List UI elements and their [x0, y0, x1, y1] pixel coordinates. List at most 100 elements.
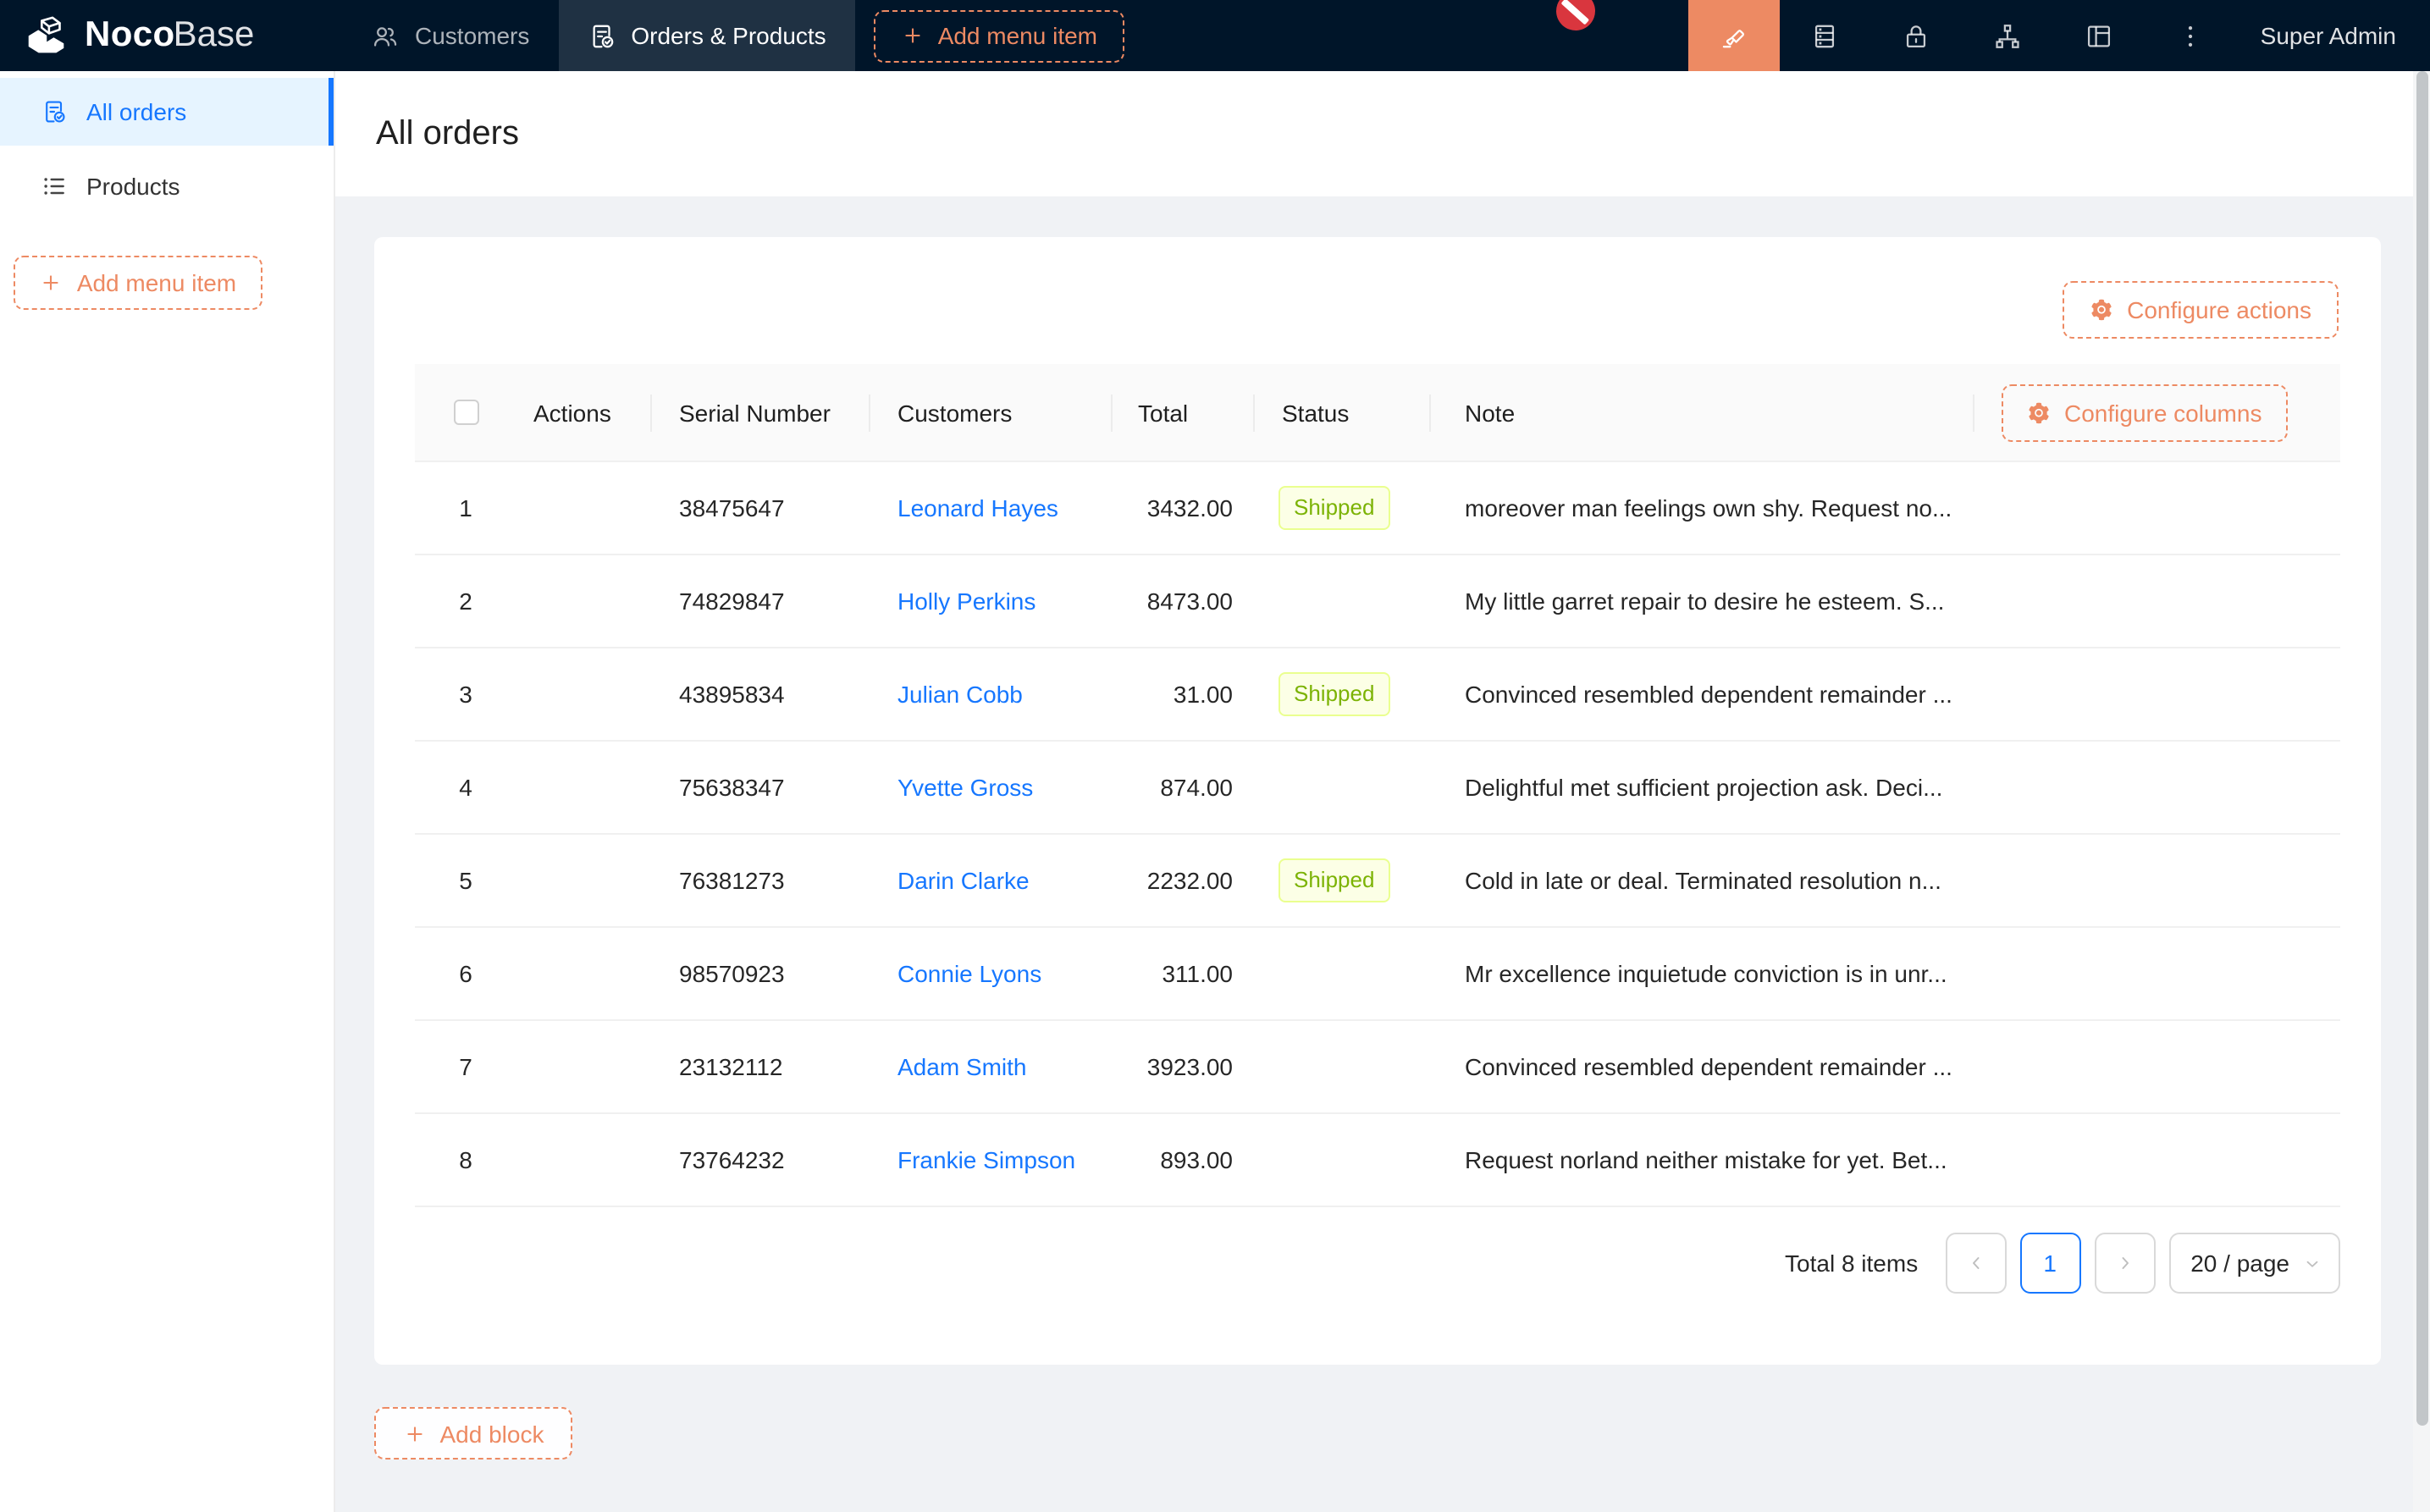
nav-tab-orders-products[interactable]: Orders & Products — [558, 0, 855, 71]
customer-link[interactable]: Connie Lyons — [897, 960, 1042, 987]
row-index-cell[interactable]: 4 — [459, 774, 472, 801]
more-icon[interactable] — [2146, 0, 2237, 71]
serial-number-cell: 98570923 — [679, 960, 785, 987]
table-body: 1 38475647 Leonard Hayes 3432.00 Shipped… — [415, 462, 2340, 1207]
row-index-cell[interactable]: 2 — [459, 588, 472, 615]
database-icon[interactable] — [1780, 0, 1871, 71]
file-done-icon — [41, 98, 68, 125]
row-index-cell[interactable]: 3 — [459, 681, 472, 708]
brand-logo[interactable]: Noco Base — [0, 0, 342, 71]
status-cell: Shipped — [1255, 462, 1431, 554]
row-actions-cell — [516, 1021, 652, 1112]
lock-icon[interactable] — [1871, 0, 1963, 71]
customer-link[interactable]: Darin Clarke — [897, 867, 1030, 894]
table-row: 7 23132112 Adam Smith 3923.00 Convinced … — [415, 1021, 2340, 1114]
user-menu[interactable]: Super Admin — [2260, 22, 2396, 49]
pagination-prev-button[interactable] — [1945, 1233, 2007, 1294]
sidebar-item-label: All orders — [86, 98, 187, 125]
row-trailing-cell — [1974, 1021, 2340, 1112]
ui-editor-highlighter-icon[interactable] — [1687, 0, 1780, 71]
serial-number-cell: 43895834 — [679, 681, 785, 708]
total-cell: 893.00 — [1160, 1146, 1233, 1173]
status-cell — [1255, 555, 1431, 647]
total-cell: 31.00 — [1173, 681, 1233, 708]
table-row: 5 76381273 Darin Clarke 2232.00 Shipped … — [415, 835, 2340, 928]
gear-icon — [2090, 298, 2113, 322]
column-header-note: Note — [1431, 364, 1974, 461]
table-header-row: Actions Serial Number Customers Total St… — [415, 364, 2340, 462]
table-row: 3 43895834 Julian Cobb 31.00 Shipped Con… — [415, 648, 2340, 742]
customer-cell: Frankie Simpson — [870, 1114, 1113, 1206]
total-cell: 8473.00 — [1146, 588, 1233, 615]
pagination-page-1[interactable]: 1 — [2019, 1233, 2081, 1294]
select-all-checkbox[interactable] — [453, 400, 478, 425]
table-row: 4 75638347 Yvette Gross 874.00 Delightfu… — [415, 742, 2340, 835]
serial-number-cell: 73764232 — [679, 1146, 785, 1173]
status-badge: Shipped — [1279, 858, 1390, 902]
nav-tab-label: Customers — [415, 22, 530, 49]
row-index-cell[interactable]: 8 — [459, 1146, 472, 1173]
total-cell: 874.00 — [1160, 774, 1233, 801]
team-icon — [371, 21, 400, 50]
orders-table: Actions Serial Number Customers Total St… — [415, 364, 2340, 1207]
status-badge: Shipped — [1279, 672, 1390, 716]
serial-number-cell: 23132112 — [679, 1053, 783, 1080]
scrollbar — [2413, 71, 2430, 1512]
row-trailing-cell — [1974, 462, 2340, 554]
select-all-cell — [415, 364, 516, 461]
sidebar-item-products[interactable]: Products — [0, 152, 334, 220]
table-row: 1 38475647 Leonard Hayes 3432.00 Shipped… — [415, 462, 2340, 555]
plus-icon — [40, 271, 64, 295]
configure-columns-cell: Configure columns — [1974, 364, 2340, 461]
total-cell: 2232.00 — [1146, 867, 1233, 894]
customer-link[interactable]: Julian Cobb — [897, 681, 1023, 708]
list-icon — [41, 173, 68, 200]
row-trailing-cell — [1974, 928, 2340, 1019]
customer-link[interactable]: Yvette Gross — [897, 774, 1034, 801]
customer-cell: Leonard Hayes — [870, 462, 1113, 554]
page-size-select[interactable]: 20 / page — [2168, 1233, 2340, 1294]
row-index-cell[interactable]: 7 — [459, 1053, 472, 1080]
scrollbar-thumb[interactable] — [2416, 71, 2427, 1426]
serial-number-cell: 76381273 — [679, 867, 785, 894]
row-trailing-cell — [1974, 648, 2340, 740]
add-block-button[interactable]: Add block — [374, 1407, 572, 1460]
column-header-total: Total — [1113, 364, 1255, 461]
status-cell — [1255, 928, 1431, 1019]
configure-columns-button[interactable]: Configure columns — [2002, 384, 2288, 441]
column-header-status: Status — [1255, 364, 1431, 461]
sidebar: All orders Products Add menu item — [0, 71, 335, 1512]
configure-actions-button[interactable]: Configure actions — [2063, 281, 2339, 339]
row-index-cell[interactable]: 5 — [459, 867, 472, 894]
apartment-icon[interactable] — [1963, 0, 2054, 71]
orders-table-card: Configure actions Actions Serial Number … — [374, 237, 2381, 1365]
nav-tab-customers[interactable]: Customers — [342, 0, 558, 71]
table-row: 6 98570923 Connie Lyons 311.00 Mr excell… — [415, 928, 2340, 1021]
row-actions-cell — [516, 835, 652, 926]
sidebar-item-all-orders[interactable]: All orders — [0, 78, 334, 146]
status-cell — [1255, 742, 1431, 833]
add-menu-item-button-navbar[interactable]: Add menu item — [873, 9, 1125, 62]
layout-icon[interactable] — [2054, 0, 2146, 71]
customer-link[interactable]: Leonard Hayes — [897, 494, 1058, 521]
customer-link[interactable]: Adam Smith — [897, 1053, 1027, 1080]
customer-cell: Holly Perkins — [870, 555, 1113, 647]
row-index-cell[interactable]: 1 — [459, 494, 472, 521]
navbar-right-group: Super Admin — [1687, 0, 2430, 71]
status-badge: Shipped — [1279, 486, 1390, 530]
table-row: 8 73764232 Frankie Simpson 893.00 Reques… — [415, 1114, 2340, 1207]
customer-link[interactable]: Holly Perkins — [897, 588, 1036, 615]
status-cell — [1255, 1114, 1431, 1206]
note-cell: moreover man feelings own shy. Request n… — [1465, 494, 1952, 521]
pagination-total: Total 8 items — [1785, 1250, 1919, 1277]
row-actions-cell — [516, 1114, 652, 1206]
row-trailing-cell — [1974, 835, 2340, 926]
row-index-cell[interactable]: 6 — [459, 960, 472, 987]
add-menu-item-button-sidebar[interactable]: Add menu item — [14, 256, 262, 310]
serial-number-cell: 75638347 — [679, 774, 785, 801]
customer-link[interactable]: Frankie Simpson — [897, 1146, 1076, 1173]
column-header-customers: Customers — [870, 364, 1113, 461]
note-cell: My little garret repair to desire he est… — [1465, 588, 1945, 615]
pagination-next-button[interactable] — [2094, 1233, 2156, 1294]
